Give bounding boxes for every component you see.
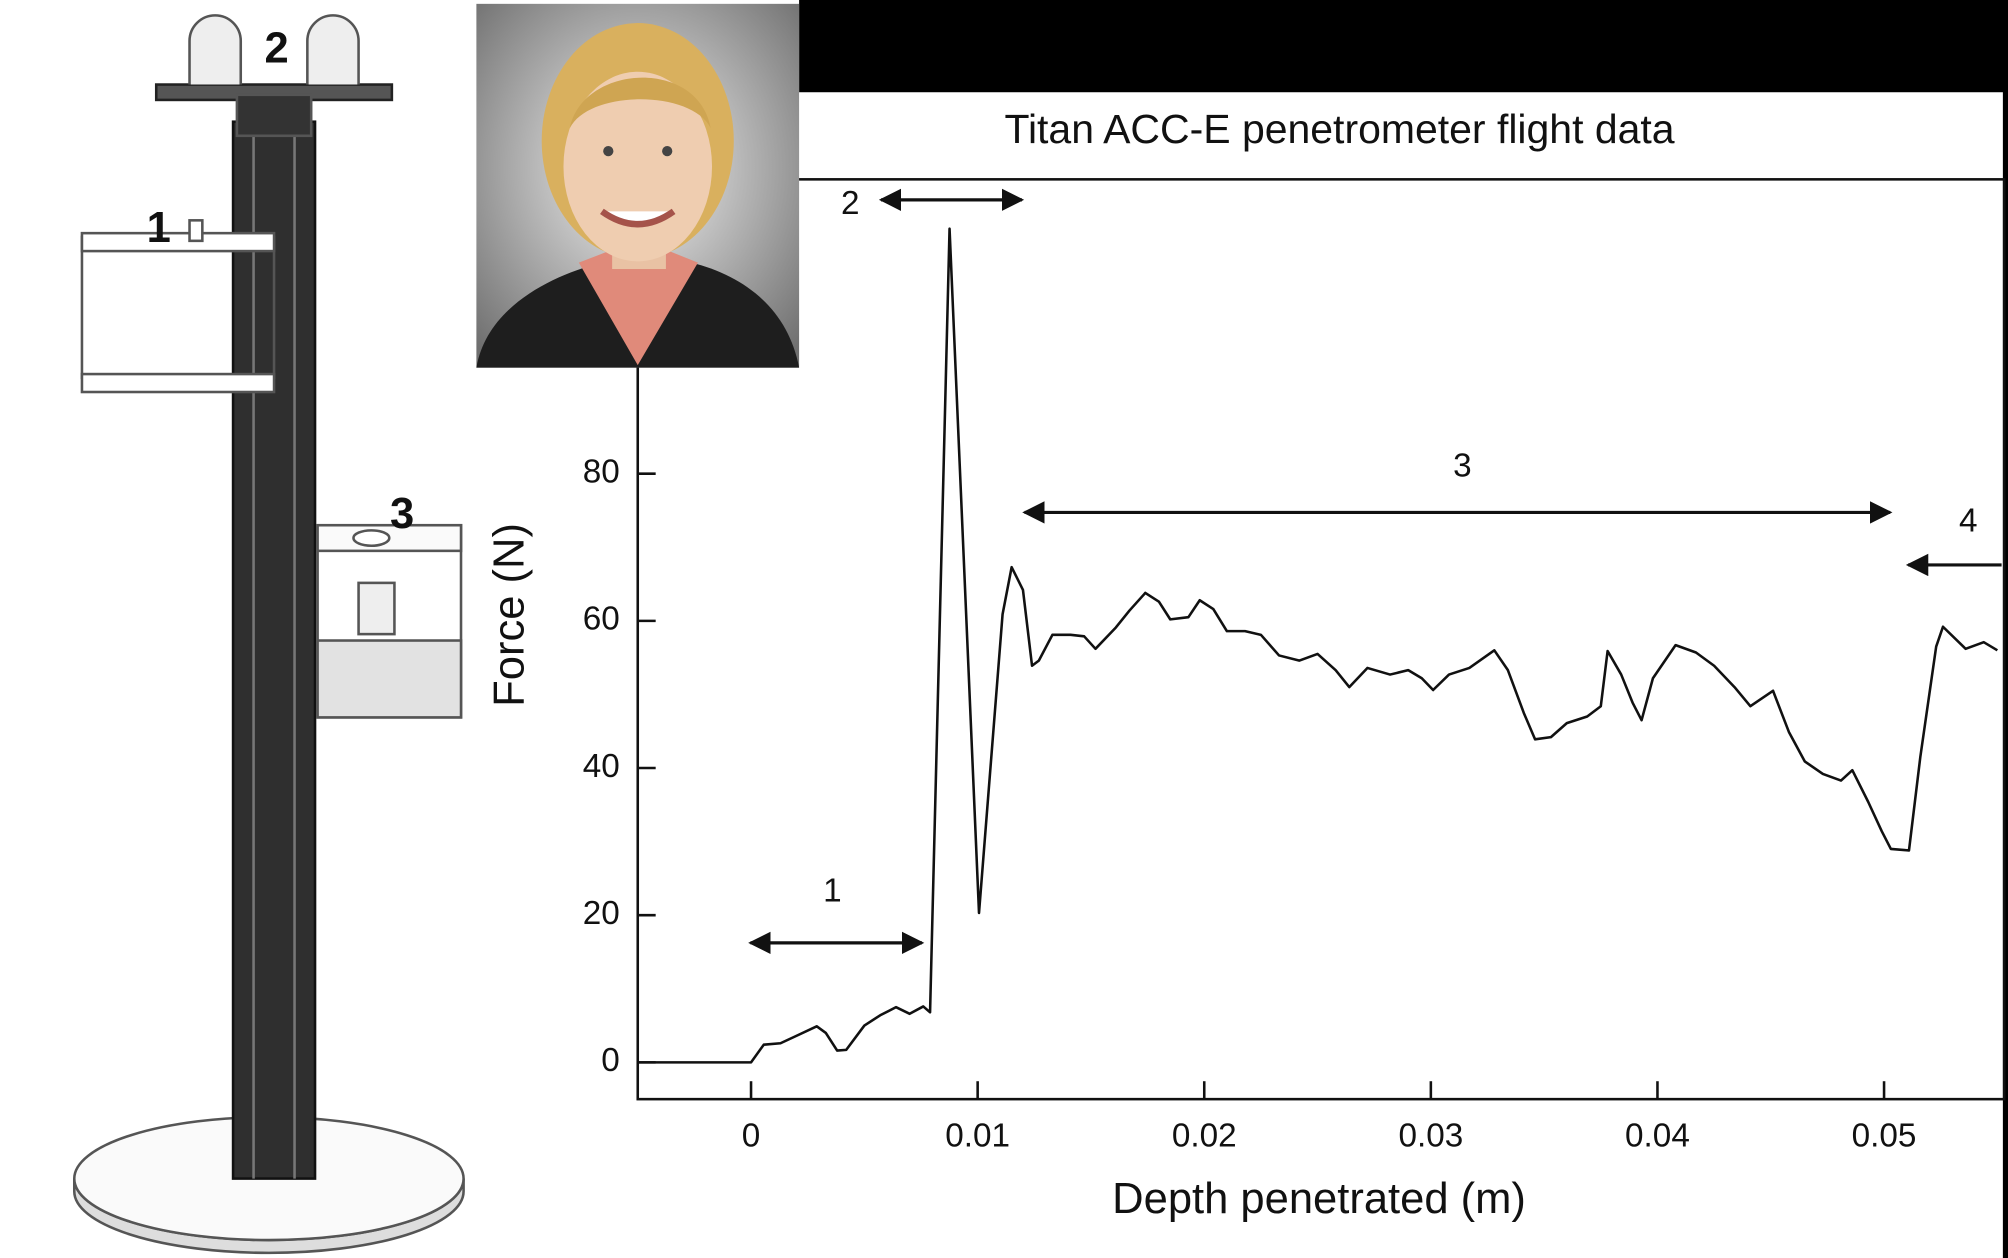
y-tick-label: 60 xyxy=(583,601,620,638)
annotation-label: 1 xyxy=(823,873,842,910)
y-tick-label: 0 xyxy=(601,1042,620,1079)
top-bar xyxy=(799,0,2008,93)
y-tick-label: 40 xyxy=(583,748,620,785)
apparatus-label: 3 xyxy=(390,490,414,538)
x-tick-label: 0.04 xyxy=(1625,1117,1690,1154)
annotation-label: 4 xyxy=(1959,502,1978,539)
apparatus-label: 2 xyxy=(265,25,289,73)
apparatus xyxy=(72,14,465,1255)
apparatus-label: 1 xyxy=(147,204,171,252)
y-axis-label: Force (N) xyxy=(486,523,534,707)
y-tick-label: 80 xyxy=(583,453,620,490)
plot-frame xyxy=(636,178,2006,1101)
x-tick-label: 0.02 xyxy=(1172,1117,1237,1154)
x-axis-label: Depth penetrated (m) xyxy=(1112,1175,1526,1223)
chart-title: Titan ACC-E penetrometer flight data xyxy=(1004,106,1674,152)
x-tick-label: 0.03 xyxy=(1398,1117,1463,1154)
x-tick-label: 0.01 xyxy=(945,1117,1010,1154)
y-tick-label: 20 xyxy=(583,895,620,932)
x-tick-label: 0.05 xyxy=(1852,1117,1917,1154)
plot-area: 0 0.01 0.02 0.03 0.04 0.05 0 20 40 60 80 1 2 3 4 xyxy=(583,185,2002,1154)
annotation-label: 3 xyxy=(1453,447,1472,484)
data-line xyxy=(637,227,1999,1064)
x-tick-label: 0 xyxy=(742,1117,761,1154)
annotation-label: 2 xyxy=(841,185,860,222)
portrait-photo xyxy=(476,3,800,368)
